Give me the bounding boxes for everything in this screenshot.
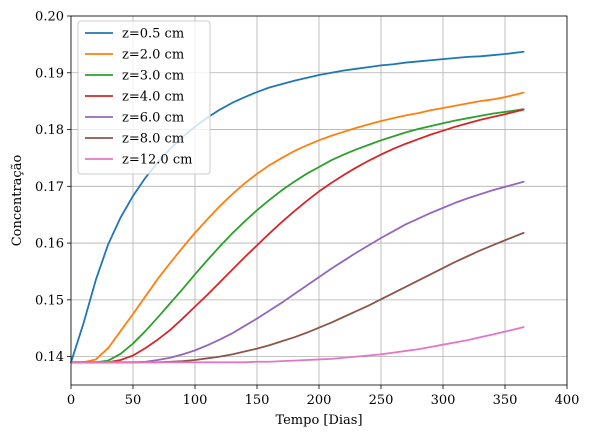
legend: z=0.5 cm z=2.0 cm z=3.0 cm z=4.0 cm z=6.0 cm… <box>77 20 211 175</box>
x-tick-label: 350 <box>493 393 518 408</box>
series-lines <box>70 50 525 364</box>
axis-ticks: 0 50 100 150 200 250 300 350 400 0.14 0.15 0.16 0.17… <box>35 10 579 409</box>
x-tick-label: 150 <box>245 393 270 408</box>
series-line-6 <box>70 326 525 364</box>
x-tick-label: 100 <box>183 393 208 408</box>
grid <box>70 15 568 385</box>
y-tick-label: 0.14 <box>35 350 64 365</box>
y-tick-label: 0.16 <box>35 237 64 252</box>
x-tick-label: 250 <box>369 393 394 408</box>
x-tick-label: 50 <box>125 393 142 408</box>
legend-label: z=3.0 cm <box>122 69 184 84</box>
series-line-2 <box>70 108 525 364</box>
y-tick-label: 0.19 <box>35 66 64 81</box>
series-line-1 <box>70 91 525 364</box>
y-tick-label: 0.17 <box>35 180 64 195</box>
y-tick-label: 0.18 <box>35 123 64 138</box>
series-line-0 <box>70 50 525 364</box>
x-axis-label: Tempo [Dias] <box>275 413 362 428</box>
series-line-3 <box>70 108 525 364</box>
y-tick-label: 0.15 <box>35 293 64 308</box>
x-tick-label: 200 <box>307 393 332 408</box>
x-tick-label: 400 <box>555 393 580 408</box>
legend-label: z=8.0 cm <box>122 132 184 147</box>
legend-label: z=6.0 cm <box>122 111 184 126</box>
legend-label: z=4.0 cm <box>122 90 184 105</box>
legend-label: z=0.5 cm <box>122 27 184 42</box>
legend-label: z=2.0 cm <box>122 48 184 63</box>
y-axis-label: Concentração <box>10 155 25 247</box>
legend-label: z=12.0 cm <box>122 153 192 168</box>
x-tick-label: 300 <box>431 393 456 408</box>
legend-box <box>77 20 211 175</box>
y-tick-label: 0.20 <box>35 10 64 25</box>
x-tick-label: 0 <box>67 393 75 408</box>
